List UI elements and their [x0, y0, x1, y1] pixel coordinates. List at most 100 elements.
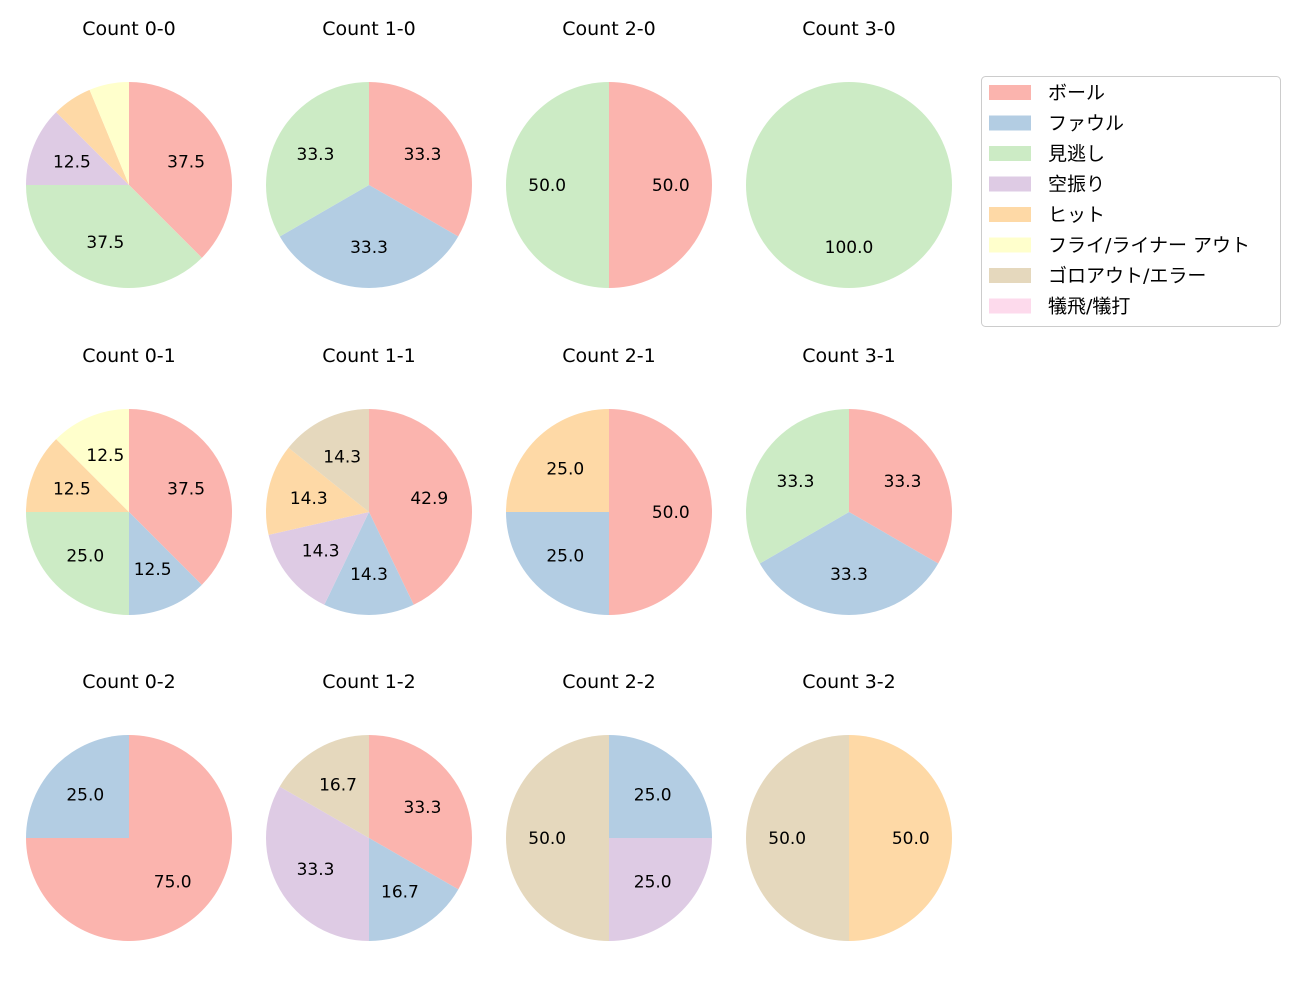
- pie-slice-3: [268, 512, 369, 605]
- legend-label: 犠飛/犠打: [1048, 296, 1130, 318]
- slice-label: 37.5: [167, 152, 205, 172]
- legend-label: ヒット: [1048, 204, 1105, 226]
- pie-title: Count 0-2: [82, 671, 176, 693]
- slice-label: 100.0: [825, 238, 874, 258]
- slice-label: 14.3: [350, 565, 388, 585]
- pie-title: Count 1-1: [322, 345, 416, 367]
- pie-title: Count 3-1: [802, 345, 896, 367]
- pie-count-2-0: Count 2-0 50.0 50.0: [506, 18, 712, 288]
- pie-slice-1: [26, 735, 129, 838]
- slice-label: 25.0: [66, 547, 104, 567]
- slice-label: 25.0: [66, 785, 104, 805]
- pie-slice-3: [26, 112, 129, 185]
- slice-label: 33.3: [404, 798, 442, 818]
- legend-swatch: [989, 207, 1031, 222]
- slice-label: 75.0: [154, 873, 192, 893]
- slice-label: 50.0: [652, 176, 690, 196]
- slice-label: 12.5: [53, 152, 91, 172]
- pie-title: Count 0-0: [82, 18, 176, 40]
- pie-title: Count 0-1: [82, 345, 176, 367]
- pie-slice-2: [266, 82, 369, 237]
- slice-label: 33.3: [297, 145, 335, 165]
- slice-label: 33.3: [777, 472, 815, 492]
- legend-label: 空振り: [1048, 174, 1105, 196]
- pie-count-3-1: Count 3-1 33.3 33.3 33.3: [745, 345, 952, 615]
- pie-title: Count 1-0: [322, 18, 416, 40]
- legend-frame: [981, 76, 1281, 327]
- pie-slice-0: [609, 409, 712, 615]
- slice-label: 14.3: [302, 542, 340, 562]
- slice-label: 37.5: [167, 479, 205, 499]
- slice-label: 33.3: [404, 145, 442, 165]
- legend-label: ボール: [1048, 82, 1105, 104]
- slice-label: 25.0: [546, 459, 584, 479]
- pie-slice-0: [609, 82, 712, 288]
- slice-label: 33.3: [297, 860, 335, 880]
- legend-label: フライ/ライナー アウト: [1048, 235, 1250, 257]
- slice-label: 12.5: [134, 560, 172, 580]
- pie-slice-6: [506, 735, 609, 941]
- slice-label: 25.0: [634, 873, 672, 893]
- pie-count-1-0: Count 1-0 33.3 33.3 33.3: [266, 18, 472, 288]
- pie-slice-6: [746, 735, 849, 941]
- legend-swatch: [989, 115, 1031, 131]
- pie-title: Count 1-2: [322, 671, 416, 693]
- slice-label: 50.0: [768, 829, 806, 849]
- pie-count-0-0: Count 0-0 37.5 37.5 12.5: [26, 18, 232, 288]
- slice-label: 25.0: [546, 547, 584, 567]
- slice-label: 33.3: [830, 565, 868, 585]
- pie-slice-5: [56, 409, 130, 512]
- pie-slice-0: [369, 409, 473, 605]
- pie-slice-0: [129, 82, 232, 258]
- slice-label: 50.0: [652, 503, 690, 523]
- pie-slice-0: [369, 82, 472, 237]
- pie-count-2-1: Count 2-1 50.0 25.0 25.0: [506, 345, 712, 615]
- legend-label: 見逃し: [1048, 143, 1105, 165]
- slice-label: 12.5: [86, 446, 124, 466]
- pie-slice-1: [129, 512, 202, 615]
- pie-slice-4: [26, 439, 129, 512]
- slice-label: 14.3: [323, 447, 361, 467]
- pie-slice-6: [279, 735, 369, 838]
- legend-swatch: [989, 85, 1031, 100]
- pie-count-0-2: Count 0-2 75.0 25.0: [26, 671, 232, 941]
- pie-title: Count 3-0: [802, 18, 896, 40]
- slice-label: 16.7: [381, 882, 419, 902]
- pie-slice-1: [609, 735, 712, 838]
- pie-slice-4: [849, 735, 952, 941]
- legend-label: ゴロアウト/エラー: [1048, 265, 1206, 287]
- pie-slice-1: [506, 512, 609, 615]
- pie-slice-0: [129, 409, 232, 585]
- slice-label: 12.5: [53, 479, 91, 499]
- pie-slice-4: [265, 447, 369, 535]
- legend-swatch: [989, 298, 1031, 314]
- pie-slice-2: [746, 82, 952, 288]
- slice-label: 33.3: [884, 472, 922, 492]
- pie-count-3-2: Count 3-2 50.0 50.0: [746, 671, 952, 941]
- slice-label: 50.0: [528, 829, 566, 849]
- legend-swatch: [989, 268, 1031, 283]
- pie-slice-1: [369, 838, 459, 941]
- pie-slice-0: [369, 735, 472, 890]
- legend-swatch: [989, 146, 1031, 161]
- pie-slice-2: [26, 185, 202, 288]
- slice-label: 16.7: [319, 776, 357, 796]
- pie-slice-2: [26, 512, 129, 615]
- slice-label: 14.3: [290, 489, 328, 509]
- pie-title: Count 2-0: [562, 18, 656, 40]
- pie-title: Count 2-2: [562, 671, 656, 693]
- slice-label: 50.0: [892, 829, 930, 849]
- pie-slice-4: [56, 89, 130, 185]
- slice-label: 37.5: [86, 233, 124, 253]
- pie-slice-2: [506, 82, 609, 288]
- pie-slice-0: [849, 409, 952, 564]
- pie-slice-3: [266, 786, 369, 941]
- pie-count-3-0: Count 3-0 100.0: [746, 18, 952, 288]
- slice-label: 50.0: [528, 176, 566, 196]
- slice-label: 33.3: [350, 238, 388, 258]
- pie-slice-5: [89, 82, 129, 185]
- legend-swatch: [989, 237, 1031, 253]
- pie-slice-1: [324, 512, 414, 616]
- pie-count-0-1: Count 0-1 37.5 12.5 25.0 12.5 12.5: [26, 345, 232, 615]
- pie-slice-4: [506, 409, 609, 512]
